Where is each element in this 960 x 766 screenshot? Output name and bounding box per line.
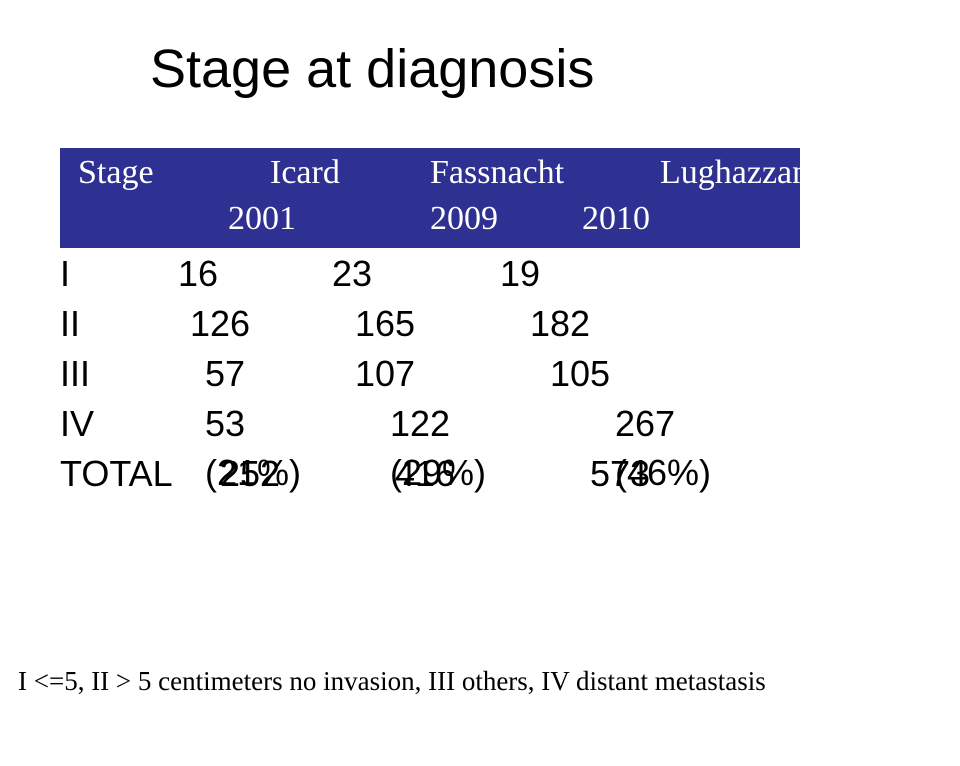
cell-icard: 126 bbox=[190, 300, 250, 349]
slide-title: Stage at diagnosis bbox=[150, 38, 594, 100]
header-row-authors: Stage Icard Fassnacht Lughazzani bbox=[60, 154, 800, 198]
cell-lughazzani: 573 bbox=[590, 450, 650, 499]
header-fassnacht: Fassnacht bbox=[430, 154, 564, 192]
table-header: Stage Icard Fassnacht Lughazzani 2001 20… bbox=[60, 148, 800, 248]
cell-lughazzani: 19 bbox=[500, 250, 540, 299]
cell-fassnacht: 416 bbox=[395, 450, 455, 499]
total-label: TOTAL bbox=[60, 450, 173, 499]
cell-icard: 16 bbox=[178, 250, 218, 299]
stage-label: III bbox=[60, 350, 90, 399]
stage-label: IV bbox=[60, 400, 94, 449]
header-row-years: 2001 2009 2010 bbox=[60, 200, 800, 244]
header-lughazzani: Lughazzani bbox=[660, 154, 819, 192]
cell-icard: 57 bbox=[205, 350, 245, 399]
stage-label: I bbox=[60, 250, 70, 299]
header-year-lughazzani: 2010 bbox=[582, 200, 650, 238]
cell-lughazzani: 105 bbox=[550, 350, 610, 399]
cell-fassnacht: 107 bbox=[355, 350, 415, 399]
slide: Stage at diagnosis Stage Icard Fassnacht… bbox=[0, 0, 960, 766]
stage-label: II bbox=[60, 300, 80, 349]
cell-lughazzani: 182 bbox=[530, 300, 590, 349]
header-stage: Stage bbox=[78, 154, 154, 192]
cell-fassnacht: 165 bbox=[355, 300, 415, 349]
header-year-fassnacht: 2009 bbox=[430, 200, 498, 238]
header-icard: Icard bbox=[270, 154, 340, 192]
footnote: I <=5, II > 5 centimeters no invasion, I… bbox=[18, 666, 766, 697]
header-year-icard: 2001 bbox=[228, 200, 296, 238]
cell-fassnacht: 23 bbox=[332, 250, 372, 299]
cell-icard: 252 bbox=[220, 450, 280, 499]
